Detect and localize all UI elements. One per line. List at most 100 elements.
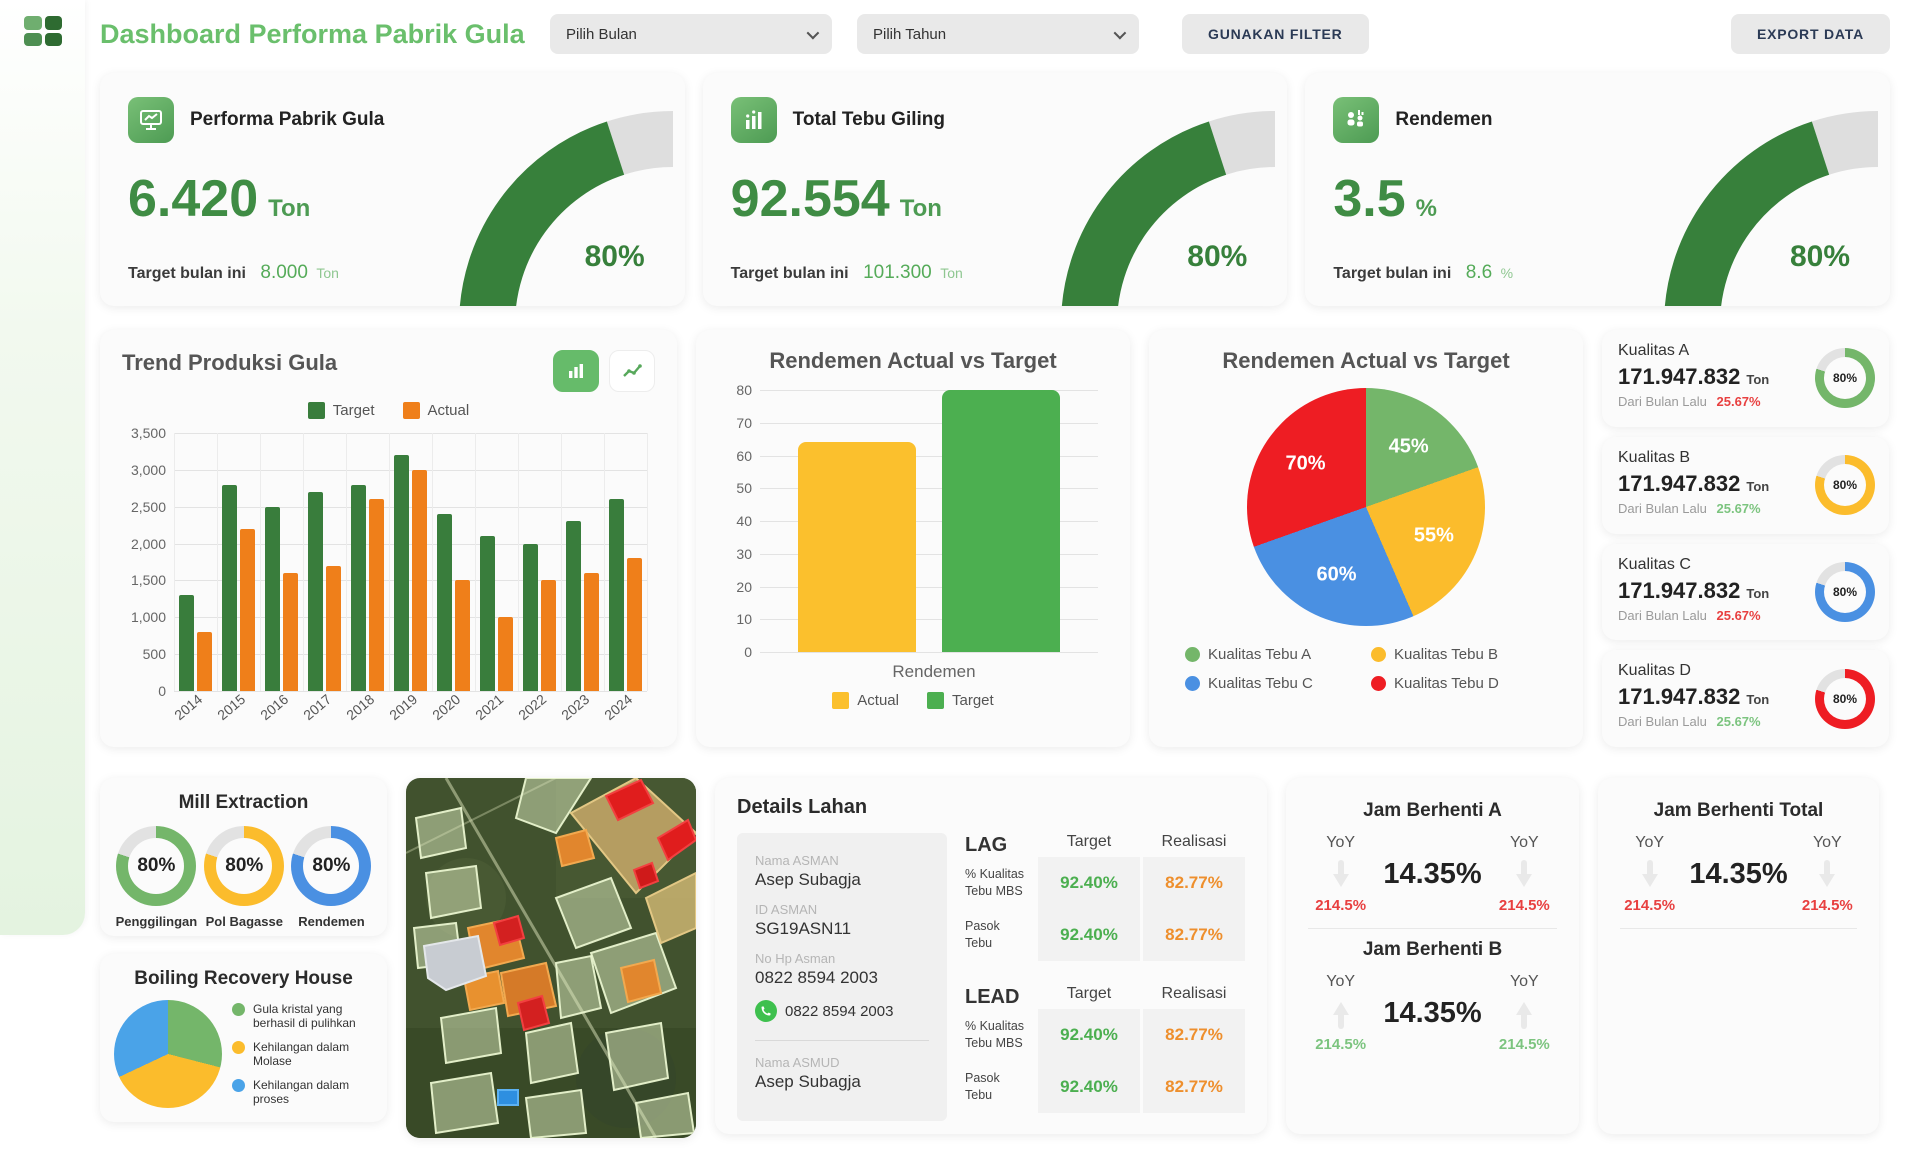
gridline-vertical	[604, 433, 605, 691]
donut-percent-label: 80%	[137, 855, 176, 876]
kualitas-value: 171.947.832 Ton	[1618, 684, 1873, 710]
panel-title: Details Lahan	[737, 796, 868, 818]
row-label: Pasok Tebu	[965, 919, 1000, 950]
charts-row: Trend Produksi Gula Target Actual 0 500 1,0…	[100, 330, 1890, 747]
field-value: Asep Subagja	[755, 1072, 861, 1091]
legend-item: Actual	[832, 692, 899, 709]
jam-berhenti-ab-card: Jam Berhenti A YoY YoY 14.35% 214.5% 214.5% Ja…	[1286, 778, 1579, 1134]
boiling-recovery-pie	[114, 1000, 222, 1108]
gridline	[760, 619, 1098, 621]
donut-hole	[1824, 677, 1866, 720]
bar-actual	[283, 573, 298, 691]
x-axis-tick: 2019	[385, 690, 420, 724]
gridline	[174, 433, 647, 434]
kualitas-card-b: Kualitas B 171.947.832 Ton Dari Bulan Lalu …	[1602, 436, 1889, 534]
chart-title: Trend Produksi Gula	[122, 350, 338, 375]
bar-actual	[240, 528, 255, 691]
bar-group: 2015	[214, 433, 260, 723]
donut-percent-label: 80%	[1832, 478, 1858, 493]
apps-grid-icon[interactable]	[24, 16, 62, 46]
gridline	[760, 652, 1098, 653]
jam-berhenti-block: Jam Berhenti A YoY YoY 14.35% 214.5% 214.5%	[1308, 800, 1557, 914]
jam-berhenti-total-card: Jam Berhenti Total YoY YoY 14.35% 214.5% 214.…	[1598, 778, 1879, 1134]
field-map-image[interactable]	[406, 778, 696, 1138]
legend-swatch	[1371, 647, 1386, 662]
progress-gauge	[459, 111, 674, 306]
legend-item: Kualitas Tebu D	[1371, 675, 1547, 692]
value: 171.947.832	[1618, 470, 1741, 496]
bar-group: 2017	[300, 433, 346, 723]
y-axis-tick: 0	[744, 644, 752, 660]
divider	[1308, 928, 1557, 929]
jam-berhenti-title: Jam Berhenti B	[1362, 939, 1503, 960]
mill-donut-rendemen: 80% Rendemen	[291, 826, 372, 929]
donut-hole	[216, 838, 273, 894]
bar-groups: 2014 2015 2016 2017 2018 2019 2020 2021 2022 2023…	[171, 433, 647, 723]
gridline-vertical	[647, 433, 648, 691]
x-axis-tick: 2018	[342, 690, 377, 724]
delta-left: 214.5%	[1315, 897, 1367, 914]
gridline-vertical	[346, 433, 347, 691]
chevron-down-icon	[1113, 26, 1127, 39]
kpi-target: Target bulan ini 8.000 Ton	[128, 262, 339, 283]
x-axis-tick: 2024	[600, 690, 635, 724]
mill-donut-penggilingan: 80% Penggilingan	[115, 826, 198, 929]
divider	[1620, 928, 1857, 929]
progress-gauge	[1062, 111, 1277, 306]
chevron-down-icon	[806, 26, 820, 39]
donut-percent-label: 80%	[1832, 691, 1858, 706]
kualitas-cards-column: Kualitas A 171.947.832 Ton Dari Bulan Lalu …	[1602, 330, 1889, 747]
kualitas-value: 171.947.832 Ton	[1618, 471, 1873, 497]
donut-80-percent: 80%	[1815, 348, 1875, 409]
x-axis-label: Rendemen	[892, 662, 976, 681]
bar-actual	[197, 632, 212, 691]
kualitas-value: 171.947.832 Ton	[1618, 578, 1873, 604]
delta-value: 25.67%	[1716, 500, 1761, 516]
kualitas-title: Kualitas A	[1618, 342, 1690, 359]
bar-actual	[455, 580, 470, 691]
apply-filter-button[interactable]: GUNAKAN FILTER	[1182, 14, 1369, 54]
legend-label: Target	[332, 402, 375, 419]
column-header: Target	[1066, 985, 1112, 1002]
month-select[interactable]: Pilih Bulan	[550, 14, 832, 54]
bar-target	[942, 390, 1060, 652]
y-axis-tick: 1,500	[130, 572, 166, 589]
panel-title: Boiling Recovery House	[134, 968, 353, 989]
mill-extraction-card: Mill Extraction 80% Penggilingan 80% Pol Ba…	[100, 778, 387, 936]
delta-value: 25.67%	[1716, 714, 1761, 730]
year-select[interactable]: Pilih Tahun	[857, 14, 1139, 54]
table-name: LEAD	[965, 985, 1020, 1008]
bar-actual	[584, 573, 599, 691]
legend-swatch	[402, 402, 420, 419]
kpi-target: Target bulan ini 101.300 Ton	[730, 262, 963, 283]
legend-item: Target	[307, 402, 375, 419]
bar-chart-toggle[interactable]	[553, 350, 599, 392]
bar-target	[179, 595, 194, 691]
line-chart-toggle[interactable]	[609, 350, 655, 392]
x-axis-tick: 2016	[256, 690, 291, 724]
donut-80-percent: 80%	[116, 826, 197, 906]
kpi-value: 6.420 Ton	[128, 170, 311, 228]
yoy-label: YoY	[1812, 834, 1842, 851]
yoy-label: YoY	[1635, 834, 1665, 851]
delta-value: 25.67%	[1716, 394, 1761, 409]
chart-title: Rendemen Actual vs Target	[1222, 348, 1510, 373]
kualitas-title: Kualitas D	[1618, 662, 1691, 680]
legend-item: Kualitas Tebu A	[1185, 646, 1361, 663]
boiling-recovery-legend: Gula kristal yang berhasil di pulihkan Ke…	[232, 1002, 373, 1106]
y-axis-tick: 500	[142, 646, 166, 663]
export-data-button[interactable]: EXPORT DATA	[1730, 14, 1890, 54]
table-lag: LAG Target Realisasi % Kualitas Tebu MBS 92.…	[965, 833, 1245, 961]
whatsapp-number: 0822 8594 2003	[785, 1002, 894, 1020]
mill-donut-label: Penggilingan	[115, 914, 198, 929]
column-header: Target	[1066, 833, 1112, 850]
trend-plot: 0 500 1,000 1,500 2,000 2,500 3,000 3,500 2014 20…	[131, 425, 648, 723]
jam-berhenti-title: Jam Berhenti A	[1363, 800, 1502, 821]
x-axis-tick: 2023	[557, 690, 592, 724]
x-axis-tick: 2017	[299, 690, 334, 724]
trend-legend: Target Actual	[122, 402, 655, 419]
whatsapp-number-row[interactable]: 0822 8594 2003	[755, 1000, 929, 1022]
bar-group: 2018	[343, 433, 389, 723]
rendemen-bar-card: Rendemen Actual vs Target 0 10 20 30 40 50 60 7…	[696, 330, 1130, 747]
bar-target	[394, 455, 409, 691]
